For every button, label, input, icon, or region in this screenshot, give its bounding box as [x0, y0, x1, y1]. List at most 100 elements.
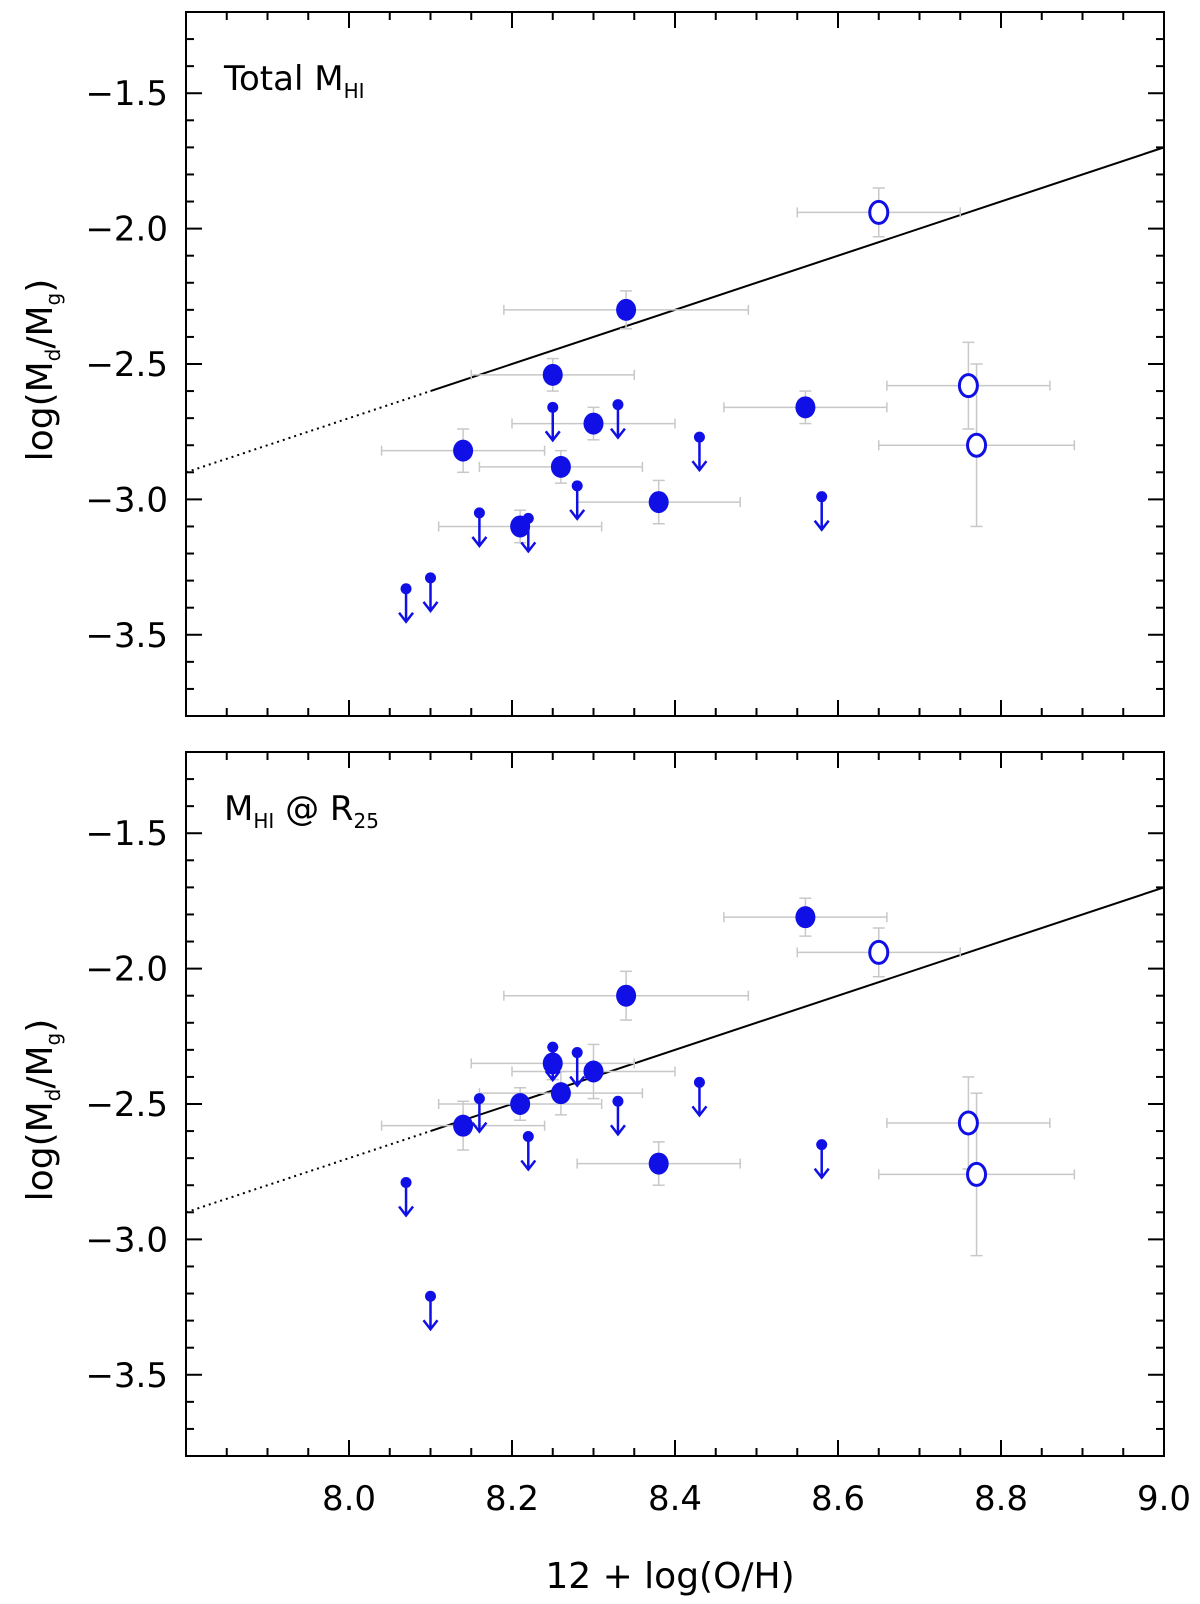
bottom-upper-limit: [813, 1139, 830, 1180]
bottom-ylabel-sub1: d: [41, 1089, 65, 1102]
top-ylabel-suffix: ): [20, 279, 61, 293]
top-ylabel-prefix: log(M: [20, 361, 61, 461]
top-upper-limit: [398, 583, 415, 624]
top-upper-limit-arrowhead: [471, 536, 488, 548]
top-detection-point: [616, 298, 637, 321]
top-detection-point: [550, 455, 571, 478]
top-upper-limit: [520, 512, 537, 554]
top-upper-limit: [609, 399, 626, 440]
bottom-upper-limit-arrowhead: [544, 1070, 561, 1083]
bottom-detection-point: [583, 1060, 604, 1083]
top-upper-limit-arrowhead: [398, 611, 415, 624]
bottom-upper-limit-arrowhead: [520, 1159, 537, 1172]
top-detection-point: [542, 363, 563, 386]
top-upper-limit-arrowhead: [609, 427, 626, 440]
top-y-tick-label: −3.0: [85, 480, 168, 520]
top-open-point: [957, 373, 979, 399]
bottom-fit-line: [430, 886, 1165, 1133]
top-y-tick-label: −2.0: [85, 210, 168, 250]
bottom-panel-labels: −1.5 −2.0 −2.5 −3.0 −3.5 8.0 8.2 8.4 8.6 8.8 9.0: [85, 814, 1191, 1519]
top-upper-limit: [691, 431, 708, 473]
top-upper-limit: [813, 491, 830, 532]
bottom-panel-ylabel: log(Md/Mg): [20, 1019, 65, 1202]
bottom-open-point: [957, 1110, 979, 1136]
bottom-y-tick-label: −2.5: [85, 1085, 168, 1125]
bottom-detection-point: [616, 984, 637, 1007]
bottom-plot-frame: [185, 751, 1165, 1457]
bottom-upper-limit-arrowhead: [813, 1167, 830, 1180]
top-upper-limit: [422, 572, 439, 613]
x-axis-title: 12 + log(O/H): [545, 1556, 794, 1597]
top-detection-point: [648, 491, 669, 514]
bottom-detection-point: [453, 1114, 474, 1137]
bottom-panel-label-prefix: M: [224, 789, 253, 829]
bottom-panel-label-sub: HI: [253, 809, 274, 833]
bottom-panel-label-sub2: 25: [354, 809, 379, 833]
bottom-panel-ticks: [185, 751, 1165, 1457]
top-upper-limit-arrowhead: [422, 601, 439, 613]
top-panel-fit: [185, 146, 1165, 474]
top-y-tick-label: −1.5: [85, 74, 168, 114]
bottom-upper-limit-arrowhead: [422, 1319, 439, 1332]
bottom-y-tick-label: −1.5: [85, 814, 168, 854]
top-y-tick-label: −3.5: [85, 616, 168, 656]
top-panel-ticks: [185, 11, 1165, 717]
top-upper-limit-arrowhead: [691, 460, 708, 473]
bottom-upper-limit: [544, 1041, 561, 1083]
bottom-detection-point: [550, 1082, 571, 1105]
bottom-panel-points: [398, 906, 988, 1332]
top-panel-ylabel: log(Md/Mg): [20, 279, 65, 462]
top-upper-limit: [471, 507, 488, 548]
bottom-y-tick-label: −2.0: [85, 950, 168, 990]
top-open-point: [966, 432, 988, 458]
top-panel-errorbars: [380, 187, 1076, 544]
bottom-detection-point: [795, 906, 816, 929]
bottom-ylabel-mid: /M: [20, 1045, 61, 1088]
bottom-y-tick-label: −3.5: [85, 1356, 168, 1396]
bottom-upper-limit-arrowhead: [398, 1205, 415, 1218]
top-ylabel-sub2: g: [41, 293, 65, 306]
bottom-y-tick-label: −3.0: [85, 1220, 168, 1260]
bottom-upper-limit: [398, 1177, 415, 1218]
bottom-upper-limit: [471, 1093, 488, 1134]
bottom-ylabel-prefix: log(M: [20, 1101, 61, 1201]
bottom-upper-limit-arrowhead: [691, 1105, 708, 1118]
bottom-x-tick-label: 8.6: [811, 1479, 865, 1519]
bottom-upper-limit: [609, 1095, 626, 1137]
bottom-detection-point: [648, 1152, 669, 1175]
bottom-upper-limit-arrowhead: [471, 1121, 488, 1134]
top-detection-point: [453, 439, 474, 462]
bottom-open-point: [966, 1161, 988, 1187]
top-ylabel-mid: /M: [20, 305, 61, 348]
top-panel-label: Total MHI: [223, 59, 365, 103]
top-panel-points: [398, 199, 988, 624]
bottom-x-tick-label: 8.2: [485, 1479, 539, 1519]
bottom-panel-label-suffix: @ R: [274, 789, 353, 829]
top-fit-line-dotted: [185, 390, 431, 474]
top-upper-limit-arrowhead: [569, 509, 586, 521]
top-y-tick-label: −2.5: [85, 345, 168, 385]
bottom-upper-limit-arrowhead: [569, 1075, 586, 1088]
top-upper-limit: [544, 401, 561, 443]
top-panel: −1.5 −2.0 −2.5 −3.0 −3.5 Total MHI log(Md/Mg…: [20, 11, 1165, 717]
top-fit-line: [430, 146, 1165, 393]
bottom-x-tick-label: 8.4: [648, 1479, 702, 1519]
bottom-x-tick-label: 8.8: [974, 1479, 1028, 1519]
bottom-fit-line-dotted: [185, 1130, 431, 1214]
bottom-x-tick-label: 9.0: [1137, 1479, 1191, 1519]
bottom-panel-label: MHI @ R25: [224, 789, 379, 833]
bottom-panel: −1.5 −2.0 −2.5 −3.0 −3.5 8.0 8.2 8.4 8.6 8.8 9.0 M…: [20, 751, 1191, 1597]
bottom-upper-limit: [422, 1290, 439, 1332]
top-upper-limit-arrowhead: [520, 541, 537, 554]
top-detection-point: [583, 412, 604, 435]
top-panel-labels: −1.5 −2.0 −2.5 −3.0 −3.5: [85, 74, 168, 656]
bottom-open-point: [868, 939, 890, 965]
top-ylabel-sub1: d: [41, 349, 65, 362]
bottom-detection-point: [510, 1093, 531, 1115]
bottom-upper-limit: [691, 1076, 708, 1118]
top-panel-label-prefix: Total M: [223, 59, 344, 99]
bottom-x-tick-label: 8.0: [322, 1479, 376, 1519]
top-plot-frame: [185, 11, 1165, 717]
bottom-ylabel-sub2: g: [41, 1033, 65, 1046]
